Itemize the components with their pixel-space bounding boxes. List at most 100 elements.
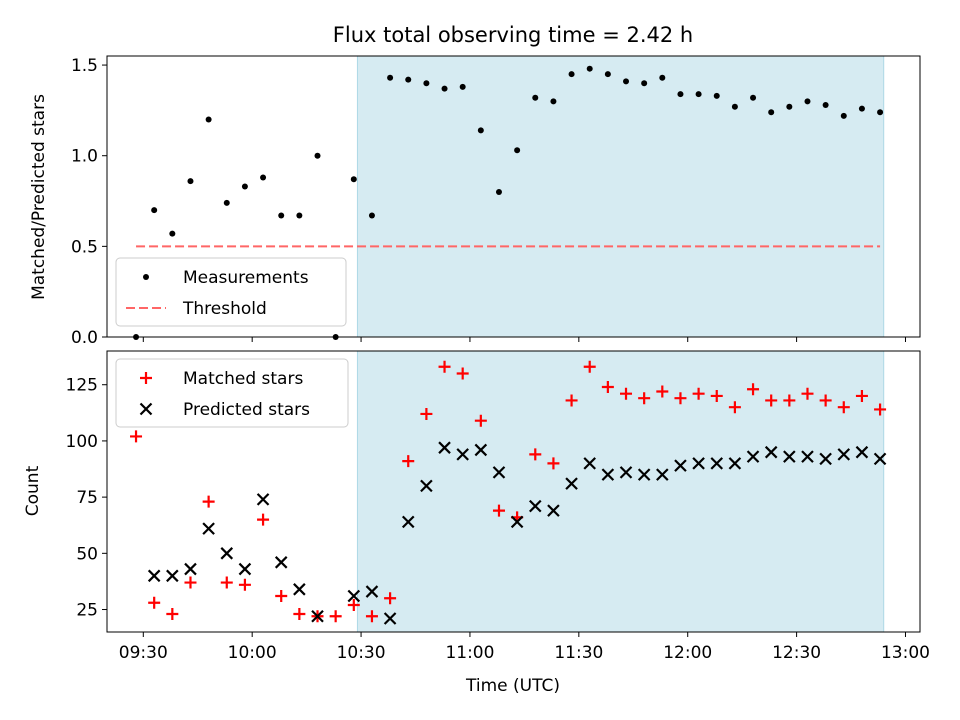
matched-stars-point — [874, 403, 887, 416]
measurement-point — [368, 212, 375, 219]
measurement-point — [623, 78, 630, 85]
matched-stars-point — [202, 495, 215, 508]
x-axis-label: Time (UTC) — [465, 676, 560, 696]
y-tick-label: 50 — [76, 544, 98, 564]
matched-stars-point — [620, 387, 633, 400]
chart-title: Flux total observing time = 2.42 h — [333, 23, 693, 47]
measurement-point — [840, 112, 847, 119]
predicted-stars-point — [783, 450, 796, 463]
y-tick-label: 1.5 — [71, 56, 98, 76]
x-tick-label: 11:00 — [445, 643, 494, 663]
matched-stars-point — [819, 394, 832, 407]
y-tick-label: 125 — [66, 376, 98, 396]
predicted-stars-point — [692, 457, 705, 470]
predicted-stars-point — [637, 468, 651, 481]
predicted-stars-point — [801, 450, 814, 463]
x-tick-label: 12:30 — [772, 643, 821, 663]
y-tick-label: 25 — [76, 601, 98, 621]
predicted-stars-point — [764, 445, 778, 459]
predicted-stars-point — [728, 457, 742, 470]
measurement-point — [477, 127, 484, 134]
matched-stars-point — [674, 392, 687, 405]
predicted-stars-point — [510, 515, 524, 529]
matched-stars-point — [148, 596, 161, 609]
x-tick-label: 10:30 — [337, 643, 386, 663]
matched-stars-point — [257, 513, 270, 526]
predicted-stars-point — [819, 452, 832, 466]
axes-frame — [106, 350, 921, 633]
predicted-stars-point — [528, 499, 542, 513]
matched-stars-point — [184, 576, 197, 589]
predicted-stars-point — [256, 493, 270, 506]
predicted-stars-point — [220, 547, 234, 560]
legend-label: Matched stars — [183, 369, 303, 389]
y-axis-label: Matched/Predicted stars — [29, 94, 49, 300]
matched-stars-point — [837, 401, 850, 414]
y-tick-label: 0.0 — [71, 328, 98, 348]
measurement-point — [151, 207, 158, 214]
predicted-stars-point — [656, 468, 669, 481]
predicted-stars-point — [492, 466, 506, 479]
measurement-point — [659, 74, 666, 81]
matched-stars-point — [565, 394, 578, 407]
legend-label: Predicted stars — [183, 400, 310, 420]
legend-marker-predicted — [139, 402, 153, 416]
matched-stars-point — [365, 610, 378, 623]
measurement-point — [514, 147, 521, 154]
predicted-stars-point — [184, 562, 197, 576]
measurement-point — [405, 76, 412, 83]
measurement-point — [296, 212, 303, 219]
matched-stars-point — [747, 383, 760, 396]
matched-stars-point — [474, 414, 487, 427]
predicted-stars-point — [420, 479, 433, 493]
matched-stars-point — [220, 576, 233, 589]
measurement-point — [641, 80, 648, 87]
measurement-point — [750, 94, 757, 101]
predicted-stars-point — [873, 452, 887, 466]
matched-stars-point — [601, 380, 614, 393]
matched-stars-point — [438, 360, 451, 373]
measurement-point — [713, 92, 720, 99]
measurement-point — [550, 98, 557, 105]
legend-marker-measurements — [143, 274, 149, 280]
axes-frame — [106, 55, 921, 338]
measurement-point — [731, 103, 738, 110]
measurement-point — [441, 85, 448, 92]
matched-stars-point — [710, 389, 723, 402]
measurement-point — [241, 183, 248, 190]
matched-stars-point — [329, 610, 342, 623]
measurement-point — [495, 188, 502, 195]
measurement-point — [532, 94, 539, 101]
measurement-point — [350, 176, 357, 183]
predicted-stars-point — [674, 459, 687, 472]
predicted-stars-point — [311, 609, 324, 623]
measurement-point — [169, 230, 176, 237]
matched-stars-point — [529, 448, 542, 461]
x-tick-label: 11:30 — [554, 643, 603, 663]
matched-stars-point — [783, 394, 796, 407]
measurement-point — [187, 178, 194, 185]
measurement-point — [804, 98, 811, 105]
matched-stars-point — [130, 430, 143, 443]
predicted-stars-point — [401, 515, 415, 529]
matched-stars-point — [456, 367, 469, 380]
measurement-point — [822, 101, 829, 108]
measurement-point — [314, 152, 321, 159]
measurement-point — [568, 71, 575, 78]
predicted-stars-point — [855, 445, 869, 459]
legend-box — [115, 257, 347, 327]
matched-stars-point — [855, 389, 868, 402]
matched-stars-point — [728, 401, 741, 414]
y-tick-label: 1.0 — [71, 147, 98, 167]
measurement-point — [786, 103, 793, 110]
measurement-point — [387, 74, 394, 81]
predicted-stars-point — [274, 556, 288, 569]
measurement-point — [695, 91, 702, 98]
measurement-point — [205, 116, 212, 123]
measurement-point — [459, 83, 466, 90]
predicted-stars-point — [456, 448, 469, 461]
panel-ratio: 0.0 0.5 1.0 1.5 Matched/Predicted stars Measu… — [29, 55, 921, 348]
matched-stars-point — [293, 608, 306, 621]
predicted-stars-point — [365, 585, 379, 598]
x-tick-label: 09:30 — [119, 643, 168, 663]
